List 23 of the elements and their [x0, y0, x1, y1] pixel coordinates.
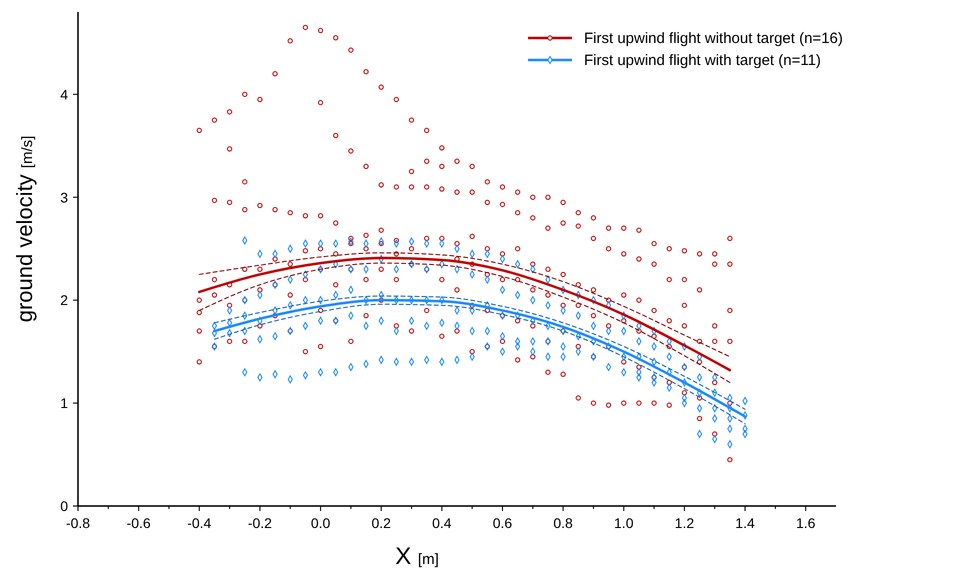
- x-tick-label: -0.2: [248, 515, 272, 531]
- x-tick-label: 1.0: [614, 515, 634, 531]
- y-tick-label: 0: [60, 498, 68, 514]
- y-tick-label: 3: [60, 189, 68, 206]
- x-tick-label: -0.8: [66, 515, 90, 531]
- x-tick-label: 0.2: [371, 515, 392, 531]
- legend-label: First upwind flight without target (n=16): [584, 30, 843, 47]
- x-tick-label: -0.4: [187, 515, 212, 531]
- x-tick-label: 0.4: [432, 515, 452, 531]
- y-tick-label: 2: [60, 292, 68, 308]
- x-tick-label: -0.6: [126, 515, 151, 531]
- x-tick-label: 0.0: [310, 515, 330, 531]
- y-tick-label: 1: [60, 395, 68, 412]
- x-tick-label: 0.8: [553, 515, 574, 531]
- x-tick-label: 1.4: [735, 515, 755, 531]
- legend-label: First upwind flight with target (n=11): [584, 52, 821, 69]
- x-axis-title: X [m]: [395, 543, 439, 568]
- y-axis-title: ground velocity [m/s]: [12, 136, 37, 322]
- line-series: [198, 252, 730, 358]
- x-tick-label: 1.6: [796, 515, 816, 531]
- y-tick-label: 4: [60, 86, 68, 102]
- x-tick-label: 1.2: [674, 515, 694, 531]
- x-tick-label: 0.6: [492, 515, 512, 531]
